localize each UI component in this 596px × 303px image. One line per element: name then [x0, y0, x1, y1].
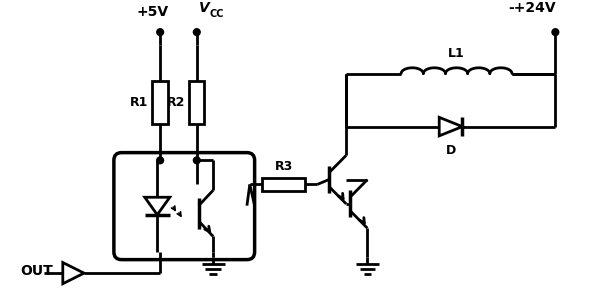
FancyBboxPatch shape: [114, 153, 254, 260]
Circle shape: [552, 29, 559, 35]
Bar: [189, 81, 204, 124]
Text: L1: L1: [448, 47, 465, 60]
Text: D: D: [446, 144, 456, 157]
Text: R2: R2: [167, 96, 185, 109]
Text: OUT: OUT: [20, 264, 53, 278]
Polygon shape: [145, 197, 170, 215]
Circle shape: [194, 157, 200, 164]
Bar: [262, 178, 305, 191]
Text: CC: CC: [209, 8, 224, 18]
Text: R3: R3: [274, 160, 293, 173]
Text: -+24V: -+24V: [508, 1, 555, 15]
Circle shape: [194, 29, 200, 35]
Text: V: V: [198, 1, 209, 15]
Text: R1: R1: [130, 96, 148, 109]
Text: +5V: +5V: [136, 5, 169, 18]
Circle shape: [157, 29, 163, 35]
Circle shape: [157, 157, 163, 164]
Polygon shape: [63, 262, 84, 284]
Bar: [153, 81, 168, 124]
Polygon shape: [439, 117, 462, 136]
